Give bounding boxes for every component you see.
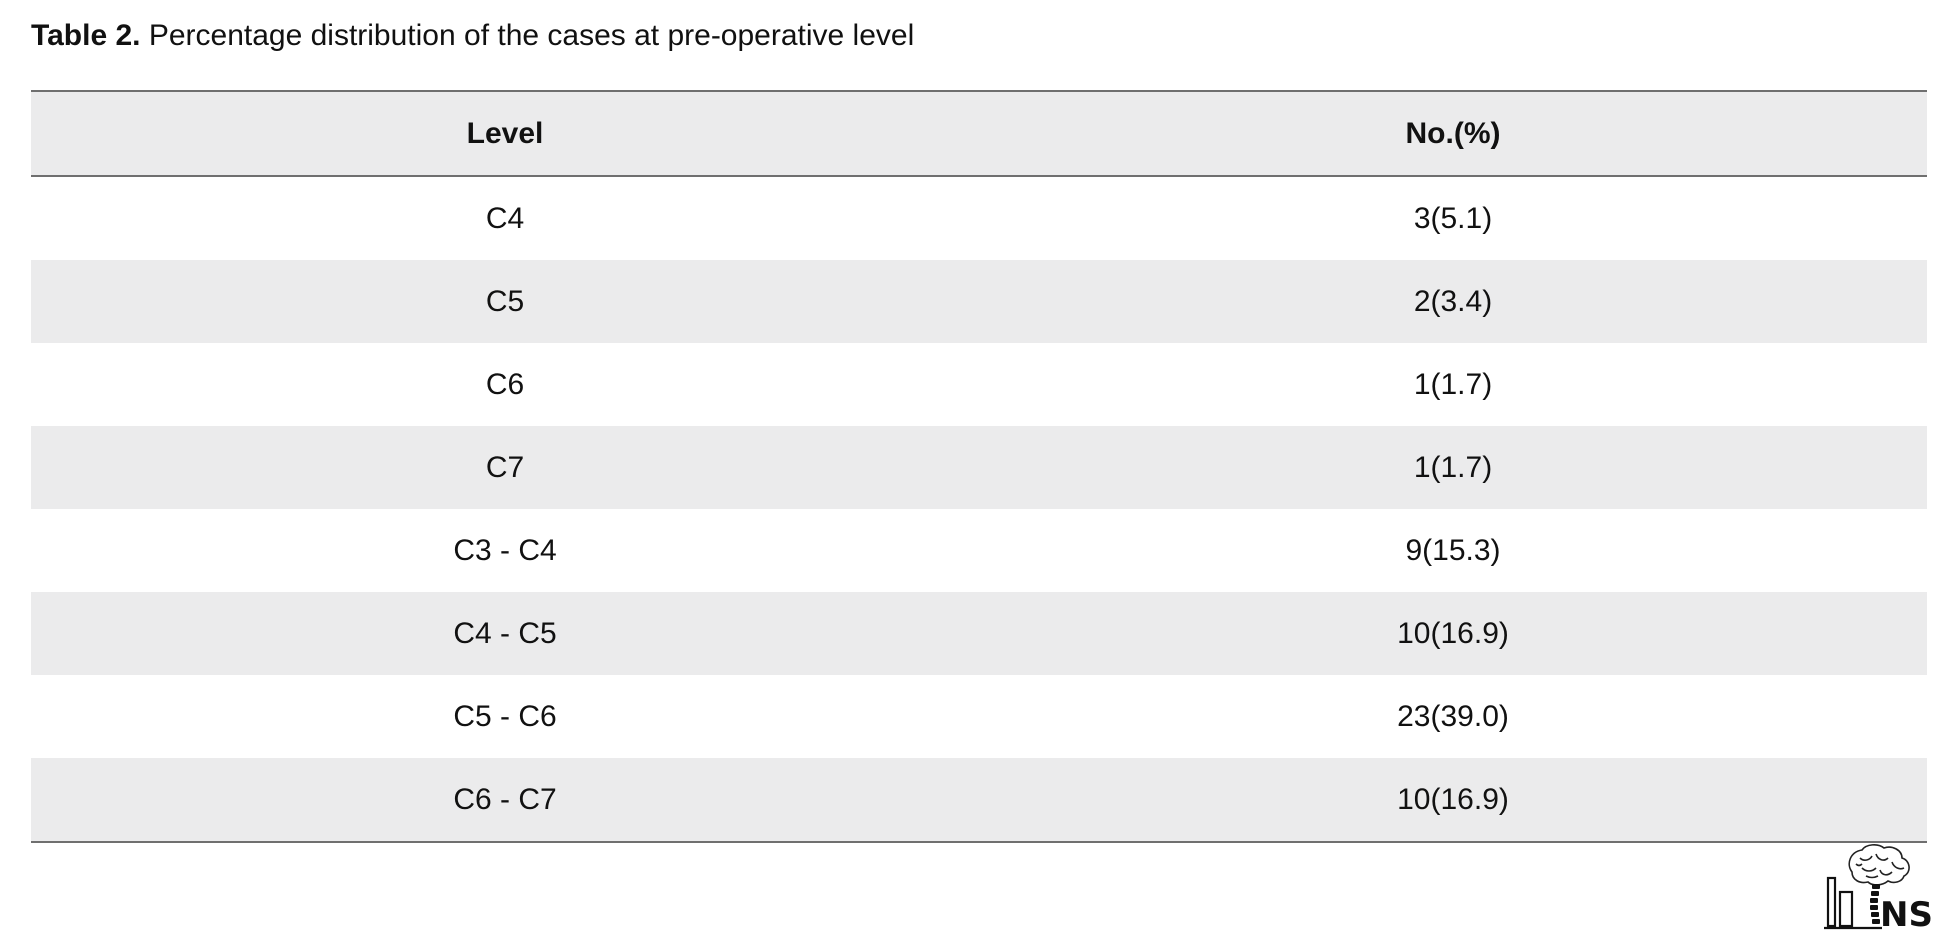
table-row: C4 - C5 10(16.9): [31, 592, 1927, 675]
table-row: C3 - C4 9(15.3): [31, 509, 1927, 592]
table-row: C5 2(3.4): [31, 260, 1927, 343]
table-caption: Table 2. Percentage distribution of the …: [31, 14, 914, 58]
table-header-row: Level No.(%): [31, 91, 1927, 176]
table-row: C7 1(1.7): [31, 426, 1927, 509]
table-row: C4 3(5.1): [31, 176, 1927, 260]
cell-count-percent: 23(39.0): [1397, 699, 1509, 733]
cell-count-percent: 10(16.9): [1397, 616, 1509, 650]
caption-label: Table 2.: [31, 19, 141, 52]
cell-count-percent: 10(16.9): [1397, 782, 1509, 816]
cell-count-percent: 9(15.3): [1405, 533, 1501, 567]
logo-text: NS: [1880, 895, 1932, 932]
cell-level: C4 - C5: [453, 616, 557, 650]
header-level: Level: [466, 116, 544, 150]
cell-level: C3 - C4: [453, 533, 557, 567]
table-row: C6 1(1.7): [31, 343, 1927, 426]
cell-count-percent: 1(1.7): [1413, 450, 1493, 484]
caption-text: Percentage distribution of the cases at …: [140, 19, 915, 52]
cell-level: C4: [485, 201, 525, 235]
cell-level: C6 - C7: [453, 782, 557, 816]
cell-level: C7: [485, 450, 525, 484]
cell-count-percent: 3(5.1): [1413, 201, 1493, 235]
table-row: C5 - C6 23(39.0): [31, 675, 1927, 758]
brain-spine-logo-icon: NS: [1824, 844, 1932, 932]
cell-level: C5 - C6: [453, 699, 557, 733]
cell-level: C5: [485, 284, 525, 318]
data-table: Level No.(%) C4 3(5.1) C5 2(3.4) C6 1(1.…: [31, 90, 1927, 843]
cell-level: C6: [485, 367, 525, 401]
table-row: C6 - C7 10(16.9): [31, 758, 1927, 842]
header-count-percent: No.(%): [1405, 116, 1501, 150]
cell-count-percent: 2(3.4): [1413, 284, 1493, 318]
cell-count-percent: 1(1.7): [1413, 367, 1493, 401]
